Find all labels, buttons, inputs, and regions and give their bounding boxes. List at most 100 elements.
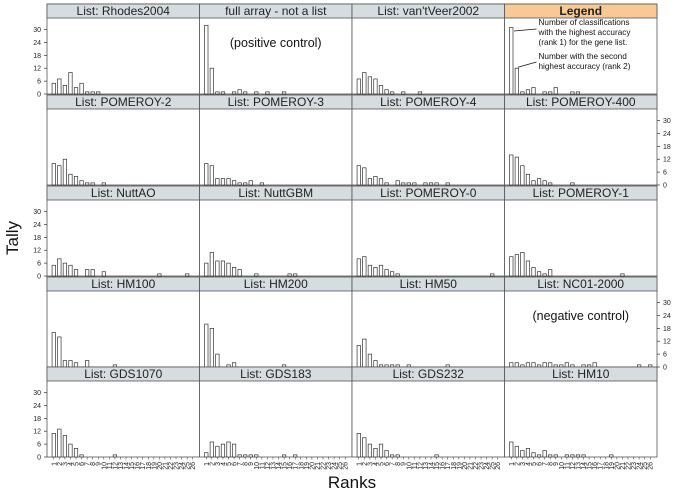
- x-tick-label: 9: [248, 462, 255, 466]
- bar: [215, 178, 220, 186]
- bar: [570, 91, 575, 95]
- bar: [509, 256, 514, 277]
- bar: [575, 91, 581, 95]
- x-tick-label: 4: [220, 462, 227, 466]
- x-tick-label: 19: [151, 462, 158, 470]
- legend-arrow-rank1: [513, 28, 537, 32]
- x-tick-label: 1: [51, 462, 58, 466]
- y-tick-label: 6: [663, 352, 667, 359]
- y-tick-label: 6: [663, 170, 667, 177]
- panel-frame: [504, 3, 658, 95]
- x-tick-label: 17: [140, 462, 147, 470]
- panel: List: GDS1070: [46, 366, 200, 458]
- bar: [390, 91, 395, 95]
- x-tick-label: 12: [570, 462, 577, 470]
- bar: [73, 176, 79, 186]
- y-tick-label: 24: [663, 313, 671, 320]
- bar: [85, 182, 90, 186]
- bar: [570, 182, 575, 186]
- bar: [293, 273, 298, 277]
- x-tick-label: 12: [112, 462, 119, 470]
- y-tick-label: 18: [33, 416, 41, 423]
- x-tick-label: 15: [282, 462, 289, 470]
- panel: List: HM50: [351, 276, 505, 368]
- bar: [73, 362, 79, 368]
- bar: [68, 72, 73, 95]
- bar: [378, 178, 384, 186]
- bar: [237, 269, 242, 277]
- bar: [520, 91, 525, 95]
- bar: [259, 182, 264, 186]
- bar: [509, 441, 514, 458]
- x-tick-label: 5: [74, 462, 81, 466]
- x-tick-label: 2: [57, 462, 64, 466]
- bar: [514, 156, 519, 186]
- bar: [79, 454, 84, 458]
- bar: [609, 454, 614, 458]
- bar: [367, 353, 372, 368]
- panel-frame: [199, 94, 353, 186]
- bar: [525, 260, 531, 277]
- x-tick-label: 13: [270, 462, 277, 470]
- bar: [373, 448, 378, 458]
- legend-note-rank1: with the highest accuracy: [538, 28, 632, 37]
- x-tick-label: 18: [451, 462, 458, 470]
- panel-title: List: NC01-2000: [537, 277, 624, 291]
- bar: [390, 271, 395, 277]
- y-tick-label: 24: [33, 40, 41, 47]
- y-tick-label: 12: [33, 248, 41, 255]
- bar: [220, 178, 226, 186]
- panel-title: List: POMEROY-0: [380, 186, 477, 200]
- bar: [367, 264, 372, 277]
- bar: [362, 167, 367, 186]
- y-axis-title: Tally: [3, 220, 22, 255]
- bar: [62, 360, 67, 368]
- panel-title: List: GDS1070: [84, 367, 162, 381]
- bar: [356, 165, 361, 186]
- panel-title: List: HM100: [91, 277, 155, 291]
- bar: [157, 273, 162, 277]
- bar: [356, 345, 361, 368]
- panel-title: List: HM10: [552, 367, 610, 381]
- panel-title: List: GDS232: [393, 367, 465, 381]
- bar: [548, 91, 553, 95]
- bar: [553, 454, 558, 458]
- panel: List: GDS232: [351, 366, 505, 458]
- y-tick-label: 30: [663, 118, 671, 125]
- panel-title: List: HM200: [244, 277, 308, 291]
- bar: [373, 176, 378, 186]
- y-tick-label: 0: [37, 92, 41, 99]
- bar: [62, 85, 67, 95]
- bar: [531, 452, 536, 458]
- bar: [564, 454, 569, 458]
- panel-frame: [199, 276, 353, 368]
- bar: [417, 91, 422, 95]
- panel-frame: [351, 185, 505, 277]
- bar: [384, 182, 389, 186]
- x-tick-label: 3: [62, 462, 69, 466]
- panel: List: NuttAO: [46, 185, 200, 277]
- bar: [536, 178, 542, 186]
- bar: [531, 87, 536, 95]
- x-tick-label: 25: [185, 462, 192, 470]
- x-tick-label: 22: [168, 462, 175, 470]
- bar: [204, 163, 209, 186]
- x-tick-label: 20: [309, 462, 316, 470]
- panel: List: POMEROY-4: [351, 94, 505, 186]
- bar: [362, 256, 367, 277]
- bar: [542, 362, 547, 368]
- bar: [90, 91, 95, 95]
- x-tick-label: 8: [395, 462, 402, 466]
- bar: [287, 273, 292, 277]
- x-tick-label: 24: [484, 462, 491, 470]
- bar: [548, 454, 553, 458]
- x-tick-label: 21: [620, 462, 627, 470]
- bar: [237, 182, 242, 186]
- bar: [525, 362, 531, 368]
- bar: [57, 428, 62, 458]
- panel-title: List: POMEROY-1: [533, 186, 630, 200]
- bar: [509, 362, 514, 368]
- bar: [204, 262, 209, 277]
- bar: [209, 165, 214, 186]
- bar: [231, 91, 237, 95]
